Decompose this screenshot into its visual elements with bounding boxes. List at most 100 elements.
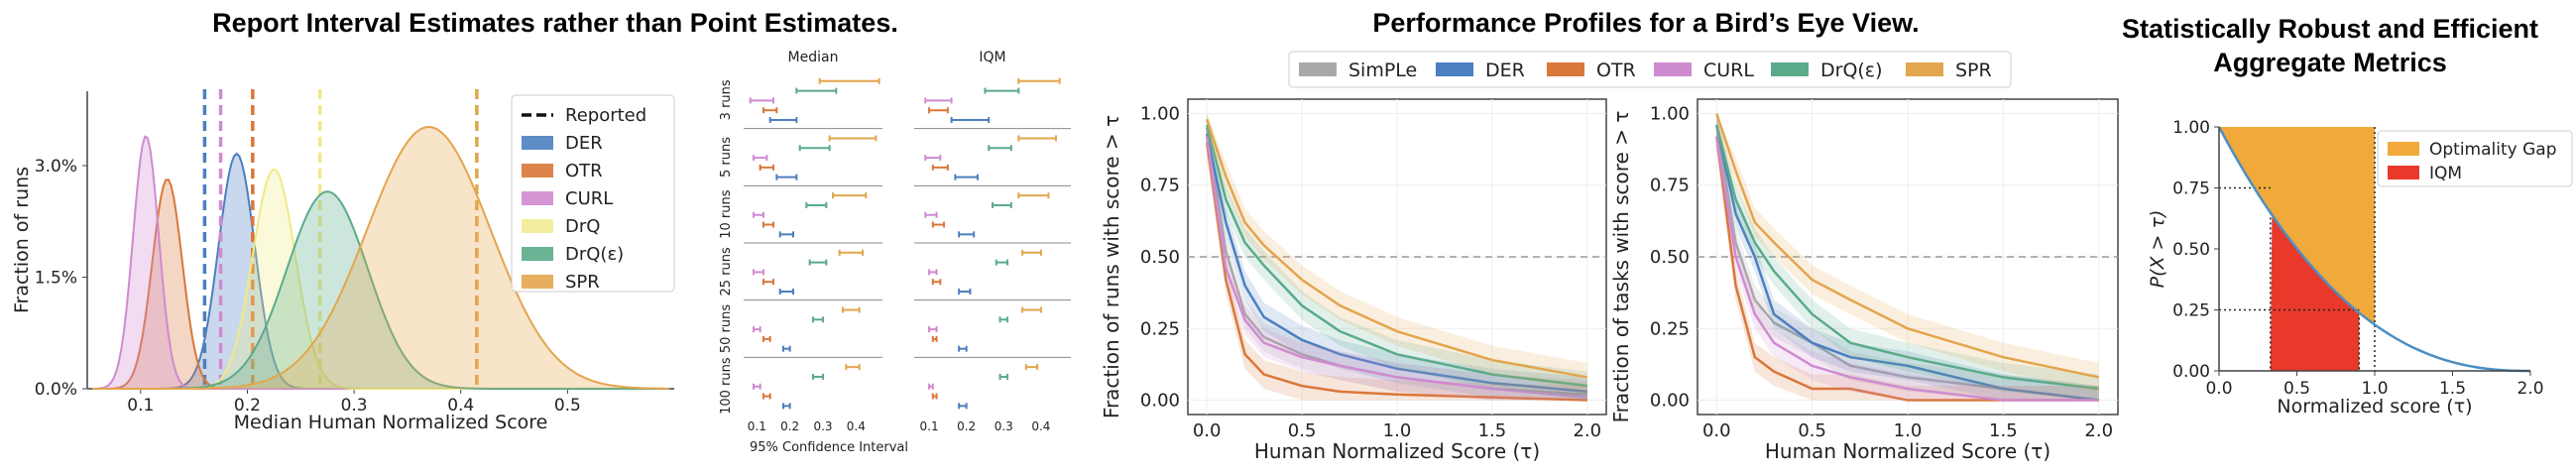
legend-swatch-CURL: [522, 191, 553, 205]
profile-line-OTR: [1205, 142, 1587, 402]
legend-swatch: [2388, 166, 2419, 179]
x-tick-label: 2.0: [2517, 379, 2543, 399]
ci-band-SPR: [1716, 113, 2099, 392]
legend-label-SPR: SPR: [1955, 60, 1992, 81]
iqm-area: [2270, 214, 2360, 371]
x-tick-label: 0.5: [1798, 420, 1826, 441]
y-tick-label: 0.00: [1650, 391, 1690, 412]
legend-label-OTR: OTR: [565, 161, 603, 181]
x-tick-label: 0.4: [1031, 419, 1050, 433]
legend-label: Optimality Gap: [2429, 140, 2557, 160]
y-tick-label: 0.00: [1140, 391, 1180, 412]
legend-swatch-CURL: [1654, 62, 1692, 76]
y-axis-label: P(X > τ): [2147, 210, 2168, 289]
legend-label-SPR: SPR: [565, 272, 600, 293]
x-tick-label: 2.0: [1573, 420, 1601, 441]
x-axis-label: Median Human Normalized Score: [234, 412, 548, 433]
x-tick-label: 1.5: [2439, 379, 2466, 399]
legend-label: IQM: [2429, 164, 2462, 183]
y-tick-label: 0.00: [2172, 362, 2210, 382]
x-tick-label: 0.5: [554, 396, 581, 416]
title-performance-profiles: Performance Profiles for a Bird’s Eye Vi…: [1372, 8, 1919, 38]
profile-line-CURL: [1715, 136, 2099, 402]
x-tick-label: 1.0: [2361, 379, 2388, 399]
y-tick-label: 1.00: [1140, 103, 1180, 124]
x-tick-label: 1.0: [1894, 420, 1923, 441]
row-label: 3 runs: [719, 79, 734, 120]
y-tick-label: 0.75: [2172, 179, 2210, 199]
profile-line-DrQ(ε): [1715, 124, 2099, 391]
density-line-SPR: [92, 126, 669, 390]
density-area-DrQ(ε): [92, 191, 669, 389]
ci-band-SimPLe: [1716, 113, 2099, 401]
density-chart: 0.1 0.2 0.3 0.4 0.5 0.0% 1.5% 3.0% Median Human …: [11, 89, 675, 433]
x-tick-label: 0.2: [234, 396, 261, 416]
x-tick-label: 0.4: [447, 396, 474, 416]
x-tick-label: 0.0: [2205, 379, 2232, 399]
y-tick-label: 0.75: [1650, 176, 1690, 196]
y-tick-label: 0.25: [2172, 301, 2210, 321]
x-tick-label: 0.5: [2283, 379, 2310, 399]
x-tick-label: 1.5: [1478, 420, 1507, 441]
x-axis-label: Human Normalized Score (τ): [1254, 439, 1540, 463]
x-axis-label: Normalized score (τ): [2277, 396, 2472, 417]
legend-reported-label: Reported: [565, 105, 646, 126]
legend-swatch-OTR: [522, 164, 553, 178]
legend-label-DER: DER: [565, 133, 603, 154]
legend-label-DER: DER: [1485, 60, 1525, 81]
y-tick-label: 1.00: [1650, 103, 1690, 124]
profile-line-CURL: [1205, 136, 1587, 399]
x-tick-label: 0.1: [127, 396, 154, 416]
y-tick-label: 0.25: [1650, 318, 1690, 339]
x-tick-label: 0.3: [995, 419, 1013, 433]
ci-band-DER: [1716, 113, 2099, 401]
y-tick-label: 3.0%: [35, 157, 77, 177]
ci-band-DER: [1207, 119, 1587, 401]
legend-box: [1288, 51, 2012, 88]
x-axis-label: Human Normalized Score (τ): [1765, 439, 2050, 463]
legend-swatch: [2388, 142, 2419, 156]
row-label: 5 runs: [719, 137, 734, 178]
x-tick-label: 0.1: [748, 419, 766, 433]
performance-profile-legend: SimPLe DER OTR CURL DrQ(ε) SPR: [1288, 51, 2012, 88]
legend-swatch-DER: [1436, 62, 1473, 76]
x-tick-label: 0.2: [780, 419, 799, 433]
performance-profile-tasks-chart: 0.0 0.5 1.0 1.5 2.0 0.00 0.25 0.50 0.75 1.00 Human…: [1609, 98, 2119, 463]
panel-title: Median: [788, 50, 839, 65]
x-tick-label: 0.3: [341, 396, 368, 416]
legend-label-DrQ: DrQ: [565, 216, 600, 237]
ci-band-DrQ(ε): [1716, 113, 2099, 401]
x-tick-label: 0.1: [920, 419, 939, 433]
optimality-gap-area: [2219, 127, 2375, 325]
profile-line-SPR: [1205, 118, 1588, 379]
profile-line-OTR: [1715, 136, 2099, 402]
row-label: 50 runs: [719, 304, 734, 353]
row-label: 10 runs: [719, 189, 734, 238]
density-area-DER: [92, 154, 669, 389]
aggregate-metrics-chart: 0.0 0.5 1.0 1.5 2.0 0.00 0.25 0.50 0.75 1.00 Norma…: [2147, 118, 2573, 417]
x-tick-label: 2.0: [2084, 420, 2113, 441]
title-interval-estimates: Report Interval Estimates rather than Po…: [212, 8, 898, 38]
legend-swatch-DER: [522, 136, 553, 150]
aggregate-legend-box: [2377, 130, 2573, 187]
legend-swatch-SPR: [522, 275, 553, 289]
ci-band-SPR: [1207, 113, 1587, 392]
legend-label-DrQ(ε): DrQ(ε): [1820, 60, 1883, 81]
x-tick-label: 0.4: [847, 419, 866, 433]
y-tick-label: 1.5%: [35, 269, 77, 289]
y-tick-label: 0.25: [1140, 318, 1180, 339]
profile-line-SPR: [1715, 113, 2099, 379]
y-axis-label: Fraction of runs with score > τ: [1100, 115, 1123, 418]
x-tick-label: 1.0: [1383, 420, 1412, 441]
x-tick-label: 0.2: [957, 419, 976, 433]
legend-label-CURL: CURL: [1703, 60, 1754, 81]
density-area-CURL: [92, 136, 669, 389]
performance-profile-runs-chart: 0.0 0.5 1.0 1.5 2.0 0.00 0.25 0.50 0.75 1.00 Human…: [1100, 98, 1607, 463]
x-tick-label: 0.0: [1193, 420, 1222, 441]
row-label: 25 runs: [719, 247, 734, 296]
density-area-OTR: [92, 179, 669, 389]
legend-swatch-SPR: [1906, 62, 1943, 76]
row-label: 100 runs: [719, 357, 734, 415]
x-axis-label: 95% Confidence Interval: [750, 440, 908, 455]
